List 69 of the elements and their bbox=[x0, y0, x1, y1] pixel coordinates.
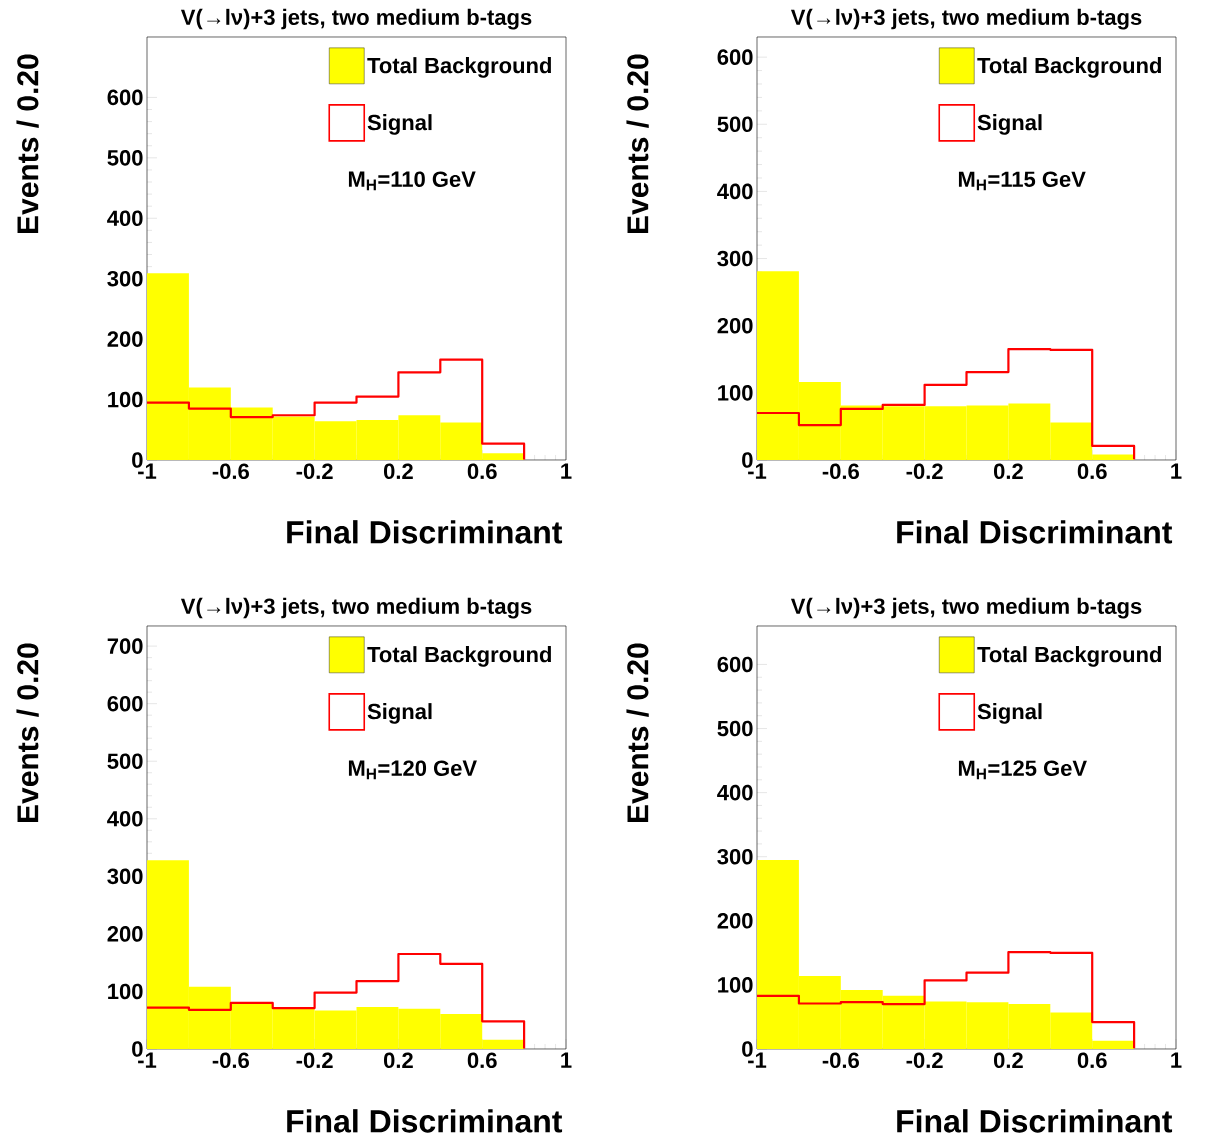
legend-label: Total Background bbox=[977, 57, 1161, 78]
y-tick-label: 400 bbox=[107, 810, 143, 827]
y-tick-label: 500 bbox=[107, 753, 143, 770]
legend-label: Signal bbox=[367, 114, 432, 135]
x-tick-label: 0.6 bbox=[467, 1052, 497, 1069]
annotation: M$_{H}$=115 GeV bbox=[958, 171, 1086, 191]
y-axis-title: Events / 0.20 bbox=[16, 54, 39, 233]
legend-label: Total Background bbox=[367, 646, 551, 667]
y-tick-label: 300 bbox=[717, 250, 753, 267]
chart-title: V(→lν)+3 jets, two medium b-tags bbox=[790, 8, 1142, 30]
x-tick-label: -0.2 bbox=[296, 463, 333, 480]
legend-label: Total Background bbox=[977, 646, 1161, 667]
annotation: M$_{H}$=120 GeV bbox=[348, 760, 477, 780]
x-axis-title: Final Discriminant bbox=[897, 1109, 1173, 1133]
y-tick-label: 300 bbox=[107, 270, 143, 287]
y-axis-title: Events / 0.20 bbox=[626, 54, 649, 233]
y-tick-label: 500 bbox=[107, 150, 143, 166]
chart-title: V(→lν)+3 jets, two medium b-tags bbox=[180, 8, 532, 30]
y-tick-label: 500 bbox=[717, 720, 753, 737]
legend-label: Signal bbox=[367, 703, 432, 724]
chart-title: V(→lν)+3 jets, two medium b-tags bbox=[180, 597, 532, 619]
legend-label: Total Background bbox=[367, 57, 551, 78]
y-axis-title: Events / 0.20 bbox=[16, 643, 39, 822]
y-tick-label: 600 bbox=[717, 49, 753, 65]
x-tick-label: -0.6 bbox=[822, 1052, 859, 1069]
y-tick-label: 400 bbox=[717, 183, 753, 200]
x-tick-label: 0.2 bbox=[383, 463, 413, 480]
legend-label: Signal bbox=[977, 114, 1042, 135]
annotation: M$_{H}$=110 GeV bbox=[348, 171, 476, 191]
x-tick-label: 0.2 bbox=[993, 1052, 1023, 1069]
y-tick-label: 300 bbox=[107, 868, 143, 885]
y-tick-label: 300 bbox=[717, 848, 753, 865]
y-tick-label: 100 bbox=[108, 391, 143, 408]
y-tick-label: 600 bbox=[107, 695, 143, 712]
x-tick-label: 0.2 bbox=[993, 463, 1023, 480]
y-axis-title: Events / 0.20 bbox=[626, 643, 649, 822]
x-tick-label: 0.6 bbox=[1077, 463, 1107, 480]
y-tick-label: 100 bbox=[718, 977, 753, 993]
x-tick-label: 0.2 bbox=[383, 1052, 413, 1069]
x-tick-label: 0.6 bbox=[467, 463, 497, 480]
x-axis-title: Final Discriminant bbox=[897, 520, 1173, 544]
y-tick-label: 700 bbox=[107, 638, 143, 654]
y-tick-label: 100 bbox=[718, 385, 753, 401]
x-tick-label: -0.6 bbox=[822, 463, 859, 480]
x-tick-label: 1 bbox=[561, 1052, 572, 1068]
y-tick-label: 600 bbox=[107, 89, 143, 106]
x-tick-label: -0.6 bbox=[212, 1052, 249, 1069]
x-axis-title: Final Discriminant bbox=[287, 1109, 563, 1133]
y-tick-label: 200 bbox=[107, 331, 143, 347]
y-tick-label: 600 bbox=[717, 656, 753, 673]
x-tick-label: -0.2 bbox=[906, 463, 943, 480]
x-tick-label: -0.2 bbox=[906, 1052, 943, 1069]
y-tick-label: 400 bbox=[717, 784, 753, 801]
y-tick-label: 500 bbox=[717, 116, 753, 133]
y-tick-label: 200 bbox=[107, 926, 143, 942]
y-tick-label: 400 bbox=[107, 210, 143, 227]
chart-title: V(→lν)+3 jets, two medium b-tags bbox=[790, 597, 1142, 619]
y-tick-label: 200 bbox=[717, 913, 753, 929]
x-tick-label: -0.2 bbox=[296, 1052, 333, 1069]
legend-label: Signal bbox=[977, 703, 1042, 724]
x-axis-title: Final Discriminant bbox=[287, 520, 563, 544]
x-tick-label: 1 bbox=[1171, 463, 1182, 479]
x-tick-label: 0.6 bbox=[1077, 1052, 1107, 1069]
x-tick-label: 1 bbox=[561, 463, 572, 479]
y-tick-label: 200 bbox=[717, 317, 753, 334]
x-tick-label: 1 bbox=[1171, 1052, 1182, 1068]
y-tick-label: 100 bbox=[108, 983, 143, 1000]
annotation: M$_{H}$=125 GeV bbox=[958, 760, 1087, 780]
x-tick-label: -0.6 bbox=[212, 463, 249, 480]
